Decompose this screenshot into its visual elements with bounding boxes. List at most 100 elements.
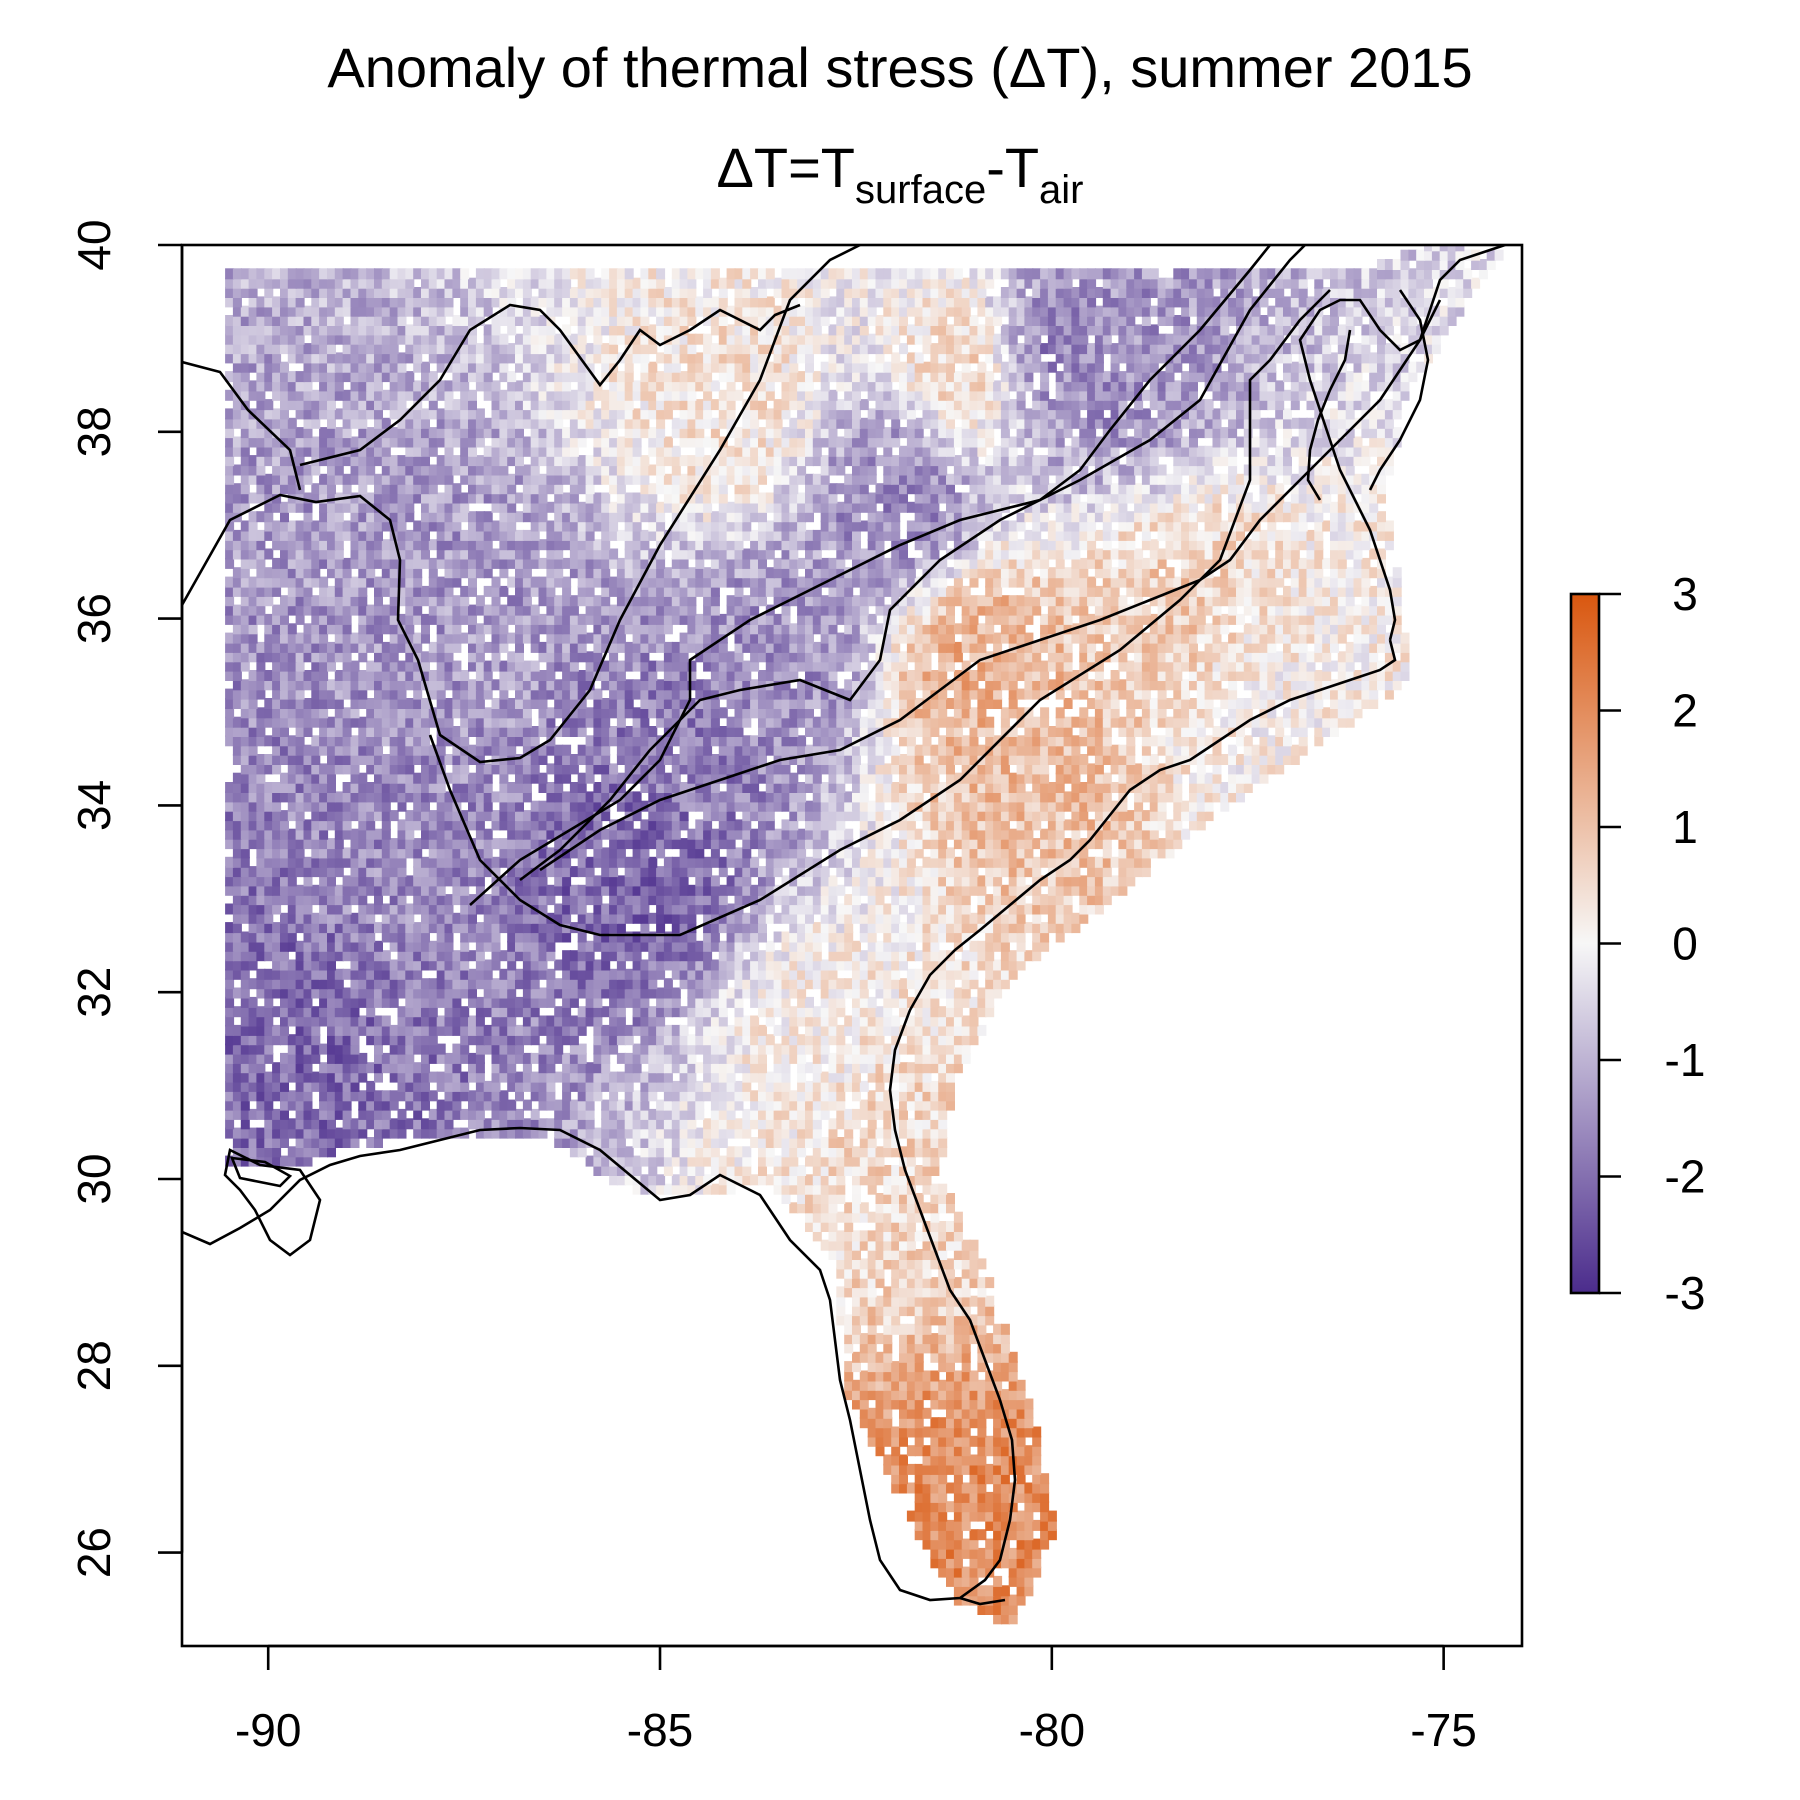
- heat-cell: [695, 1146, 705, 1158]
- heat-cell: [922, 1174, 932, 1186]
- heat-cell: [993, 1491, 1003, 1503]
- heat-cell: [1055, 875, 1065, 887]
- heat-cell: [413, 940, 423, 952]
- heat-cell: [460, 987, 470, 999]
- heat-cell: [946, 1230, 955, 1242]
- heat-cell: [444, 1052, 454, 1064]
- heat-cell: [938, 1426, 948, 1438]
- heat-cell: [938, 1221, 948, 1232]
- heat-cell: [342, 828, 352, 840]
- heat-cell: [640, 903, 650, 915]
- heat-cell: [718, 1118, 728, 1130]
- heat-cell: [875, 1351, 885, 1363]
- heat-cell: [899, 875, 908, 887]
- heat-cell: [334, 1071, 344, 1083]
- heat-cell: [389, 940, 399, 952]
- heat-cell: [609, 1118, 619, 1130]
- heat-cell: [1055, 782, 1065, 793]
- heat-cell: [428, 744, 438, 756]
- heat-cell: [1141, 838, 1151, 850]
- heat-cell: [1071, 810, 1081, 822]
- heat-cell: [750, 810, 760, 822]
- heat-cell: [867, 894, 877, 906]
- heat-cell: [1134, 838, 1144, 850]
- heat-cell: [1024, 1398, 1034, 1410]
- heat-cell: [1024, 1557, 1034, 1569]
- heat-cell: [883, 1249, 893, 1260]
- heat-cell: [264, 1108, 274, 1120]
- heat-cell: [350, 959, 360, 971]
- heat-cell: [232, 866, 242, 878]
- heat-cell: [350, 968, 360, 980]
- heat-cell: [656, 884, 666, 896]
- heat-cell: [1141, 866, 1151, 878]
- heat-cell: [828, 1230, 838, 1242]
- heat-cell: [993, 1417, 1003, 1429]
- heat-cell: [812, 968, 822, 980]
- heat-cell: [601, 875, 611, 887]
- heat-cell: [938, 800, 948, 812]
- heat-cell: [961, 1286, 971, 1298]
- heat-cell: [256, 847, 266, 859]
- heat-cell: [1008, 1351, 1018, 1363]
- heat-cell: [1141, 791, 1151, 803]
- heat-cell: [1000, 1557, 1010, 1569]
- heat-cell: [240, 1071, 250, 1083]
- heat-cell: [883, 763, 893, 775]
- heat-cell: [953, 1379, 963, 1391]
- heat-cell: [671, 791, 681, 803]
- heat-cell: [726, 1024, 736, 1036]
- heat-cell: [765, 1127, 775, 1139]
- heat-cell: [679, 1062, 689, 1074]
- heat-cell: [538, 1127, 548, 1139]
- heat-cell: [358, 1062, 368, 1074]
- heat-cell: [859, 772, 869, 784]
- heat-cell: [569, 847, 579, 859]
- heat-cell: [914, 884, 924, 896]
- heat-cell: [710, 1015, 720, 1027]
- heat-cell: [232, 1071, 242, 1083]
- heat-cell: [828, 828, 838, 840]
- heat-cell: [859, 1342, 869, 1354]
- heat-cell: [961, 847, 971, 859]
- heat-cell: [624, 1099, 634, 1111]
- heat-cell: [703, 1015, 713, 1027]
- heat-cell: [1008, 950, 1018, 962]
- heat-cell: [891, 1379, 901, 1391]
- heat-cell: [562, 772, 572, 784]
- heat-cell: [938, 856, 948, 868]
- heat-cell: [350, 1071, 360, 1083]
- heat-cell: [663, 1062, 673, 1074]
- heat-cell: [953, 791, 963, 803]
- heat-cell: [781, 968, 791, 980]
- heat-cell: [452, 959, 462, 971]
- heat-cell: [444, 838, 454, 850]
- heat-cell: [820, 884, 830, 896]
- heat-cell: [993, 828, 1003, 840]
- heat-cell: [906, 1127, 916, 1139]
- heat-cell: [679, 1155, 689, 1167]
- heat-cell: [452, 866, 462, 878]
- heat-cell: [859, 1146, 869, 1158]
- heat-cell: [530, 894, 540, 906]
- heat-cell: [256, 838, 266, 850]
- heat-cell: [844, 1024, 854, 1036]
- heat-cell: [899, 1146, 908, 1158]
- heat-cell: [750, 856, 760, 868]
- heat-cell: [232, 940, 242, 952]
- heat-cell: [499, 912, 509, 924]
- heat-cell: [781, 1099, 791, 1111]
- heat-cell: [797, 1127, 807, 1139]
- heat-cell: [852, 763, 861, 775]
- heat-cell: [616, 828, 626, 840]
- heat-cell: [750, 912, 760, 924]
- heat-cell: [977, 1482, 987, 1494]
- heat-cell: [985, 959, 995, 971]
- heat-cell: [781, 912, 791, 924]
- heat-cell: [1040, 903, 1050, 915]
- heat-cell: [789, 1090, 799, 1102]
- heat-cell: [891, 1202, 901, 1214]
- heat-cell: [240, 996, 250, 1008]
- heat-cell: [679, 856, 689, 868]
- heat-cell: [726, 1146, 736, 1158]
